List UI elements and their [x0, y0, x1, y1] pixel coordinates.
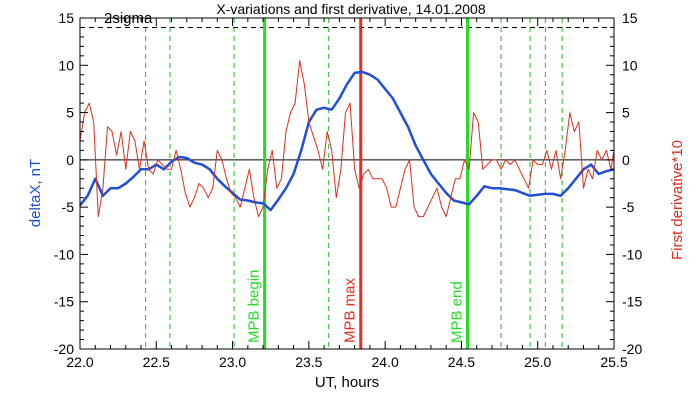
marker-label-1: MPB max [342, 277, 359, 343]
y-tick-label-right-1: 10 [622, 57, 638, 73]
y-tick-label-right-7: -20 [622, 341, 642, 357]
y-tick-label-left-0: 15 [58, 10, 74, 26]
y-tick-label-right-0: 15 [622, 10, 638, 26]
series-line-derivative [79, 60, 615, 218]
x-tick-label-0: 22.0 [66, 354, 93, 370]
chart-title: X-variations and first derivative, 14.01… [216, 1, 485, 17]
y-tick-label-right-3: 0 [622, 152, 630, 168]
y-tick-label-right-5: -10 [622, 246, 642, 262]
x-tick-label-4: 24.0 [372, 354, 399, 370]
x-tick-label-1: 22.5 [143, 354, 170, 370]
marker-label-0: MPB begin [246, 270, 263, 343]
axes-layer: 22.0 22.5 23.0 23.5 24.0 24.5 25.0 25.5 15 10 5 0 -5… [54, 10, 643, 370]
y-tick-label-left-2: 5 [66, 105, 74, 121]
series-line-deltax [79, 70, 615, 212]
y-tick-label-left-6: -15 [54, 294, 74, 310]
y-axis-label-right: First derivative*10 [669, 140, 686, 260]
y-tick-label-left-1: 10 [58, 57, 74, 73]
y-tick-label-left-4: -5 [62, 199, 75, 215]
x-axis-label: UT, hours [315, 374, 379, 391]
marker-label-2: MPB end [449, 281, 466, 343]
x-tick-label-6: 25.0 [524, 354, 551, 370]
plot-frame [79, 17, 615, 350]
x-tick-label-5: 24.5 [448, 354, 475, 370]
y-tick-label-right-6: -15 [622, 294, 642, 310]
x-tick-label-2: 23.0 [219, 354, 246, 370]
y-axis-label-left: deltaX, nT [27, 159, 44, 227]
x-tick-label-7: 25.5 [600, 354, 627, 370]
y-tick-label-left-7: -20 [54, 341, 74, 357]
y-tick-label-left-3: 0 [66, 152, 74, 168]
threshold-label: 2sigma [104, 10, 153, 27]
y-tick-label-right-2: 5 [622, 105, 630, 121]
y-tick-label-left-5: -10 [54, 246, 74, 262]
x-tick-label-3: 23.5 [295, 354, 322, 370]
y-tick-label-right-4: -5 [622, 199, 635, 215]
series-layer [79, 60, 615, 218]
